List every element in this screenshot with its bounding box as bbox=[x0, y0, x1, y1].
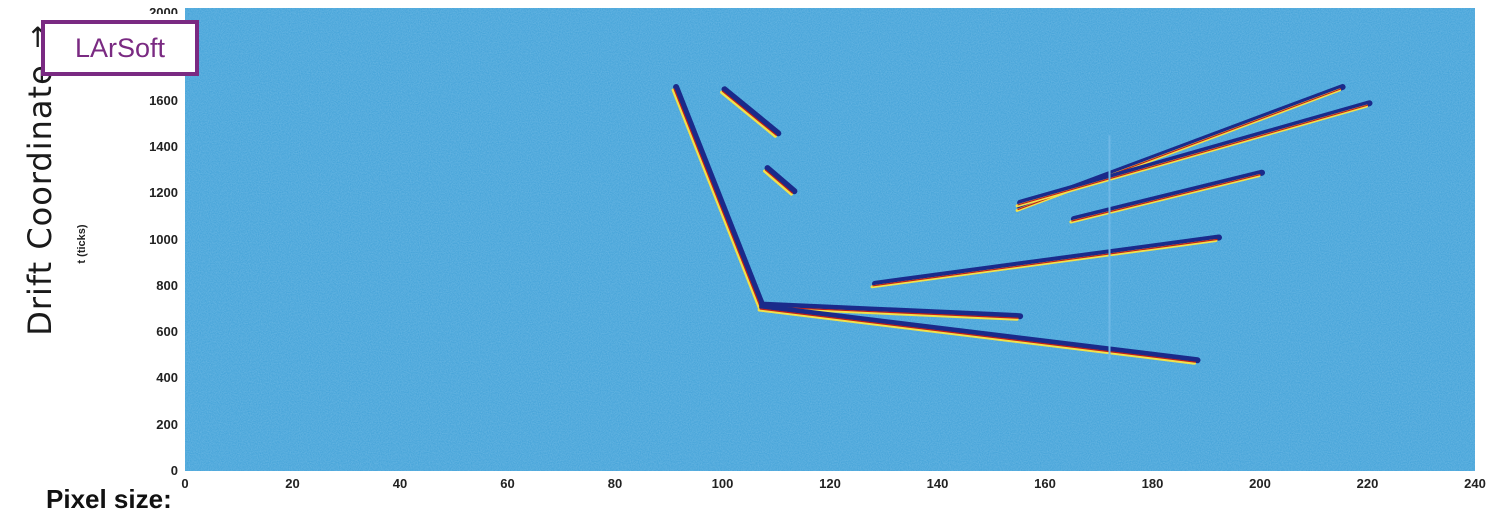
track-4-layer-1 bbox=[1069, 174, 1261, 224]
track-8-layer-2 bbox=[764, 169, 794, 194]
x-tick-label: 120 bbox=[819, 476, 841, 491]
track-0-layer-1 bbox=[671, 88, 761, 310]
y-tick-label: 0 bbox=[170, 463, 178, 478]
track-2-layer-1 bbox=[757, 308, 1196, 365]
x-tick-label: 0 bbox=[181, 476, 189, 491]
x-tick-label: 240 bbox=[1464, 476, 1486, 491]
x-tick-label: 100 bbox=[711, 476, 734, 491]
x-tick-label: 200 bbox=[1249, 476, 1271, 491]
track-7-layer-1 bbox=[720, 90, 777, 138]
noise-texture bbox=[185, 8, 1475, 471]
track-6-layer-2 bbox=[1017, 104, 1369, 206]
track-8-layer-1 bbox=[763, 169, 793, 196]
logo-text: LArSoft bbox=[74, 32, 166, 63]
track-0-layer-0 bbox=[673, 84, 766, 308]
pixel-size-label: Pixel size: bbox=[46, 484, 172, 514]
y-tick-label: 200 bbox=[156, 416, 178, 432]
y-tick-label: 800 bbox=[156, 277, 178, 293]
drift-coordinate-label: Drift Coordinate bbox=[21, 64, 59, 336]
heatmap-plot-area bbox=[185, 8, 1475, 471]
track-2-layer-2 bbox=[759, 308, 1197, 363]
y-tick-label: 1200 bbox=[149, 185, 178, 201]
x-tick-label: 40 bbox=[392, 476, 408, 491]
track-5-layer-0 bbox=[872, 234, 1222, 287]
y-tick-label-top: 2000 bbox=[149, 6, 178, 14]
x-tick-label: 80 bbox=[607, 476, 623, 491]
track-6-layer-1 bbox=[1015, 104, 1368, 208]
track-1-layer-0 bbox=[759, 301, 1024, 320]
x-tick-label: 180 bbox=[1141, 476, 1164, 491]
track-5-layer-2 bbox=[872, 238, 1218, 287]
y-tick-label: 1600 bbox=[149, 92, 178, 108]
y-tick-label: 600 bbox=[156, 324, 178, 340]
track-7-layer-2 bbox=[721, 90, 777, 136]
y-tick-label: 400 bbox=[156, 370, 178, 386]
x-tick-label: 160 bbox=[1034, 476, 1056, 491]
track-6-layer-0 bbox=[1017, 100, 1373, 206]
x-tick-label: 140 bbox=[926, 476, 949, 491]
x-tick-label: 20 bbox=[285, 476, 300, 491]
track-7-layer-0 bbox=[721, 86, 782, 137]
track-8-layer-0 bbox=[764, 165, 798, 195]
track-1-layer-2 bbox=[759, 306, 1019, 319]
x-tick-label: 60 bbox=[500, 476, 515, 491]
larsoft-logo-box: LArSoft bbox=[41, 20, 199, 76]
y-tick-label: 1400 bbox=[149, 138, 178, 154]
track-5-layer-1 bbox=[870, 239, 1218, 289]
y-tick-label: 1000 bbox=[149, 231, 178, 247]
heatmap-svg bbox=[185, 8, 1475, 471]
track-4-layer-2 bbox=[1071, 174, 1261, 222]
track-2-layer-0 bbox=[759, 304, 1201, 364]
x-tick-label: 220 bbox=[1356, 476, 1379, 491]
track-4-layer-0 bbox=[1070, 169, 1265, 222]
track-0-layer-2 bbox=[673, 88, 761, 308]
y-axis-label: t (ticks) bbox=[76, 224, 88, 264]
